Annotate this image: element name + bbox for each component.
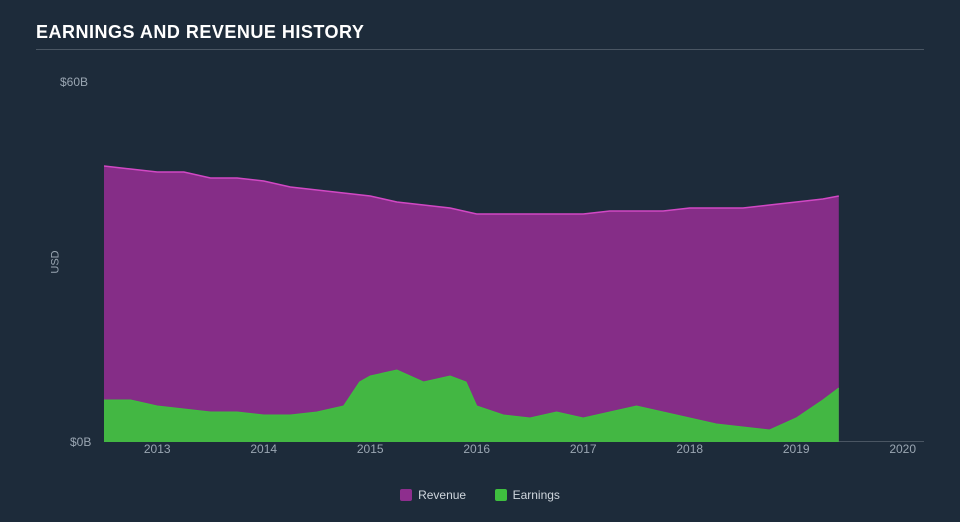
chart-title: EARNINGS AND REVENUE HISTORY bbox=[36, 22, 924, 50]
legend-swatch-revenue bbox=[400, 489, 412, 501]
x-tick: 2017 bbox=[570, 442, 597, 456]
x-tick: 2013 bbox=[144, 442, 171, 456]
plot-area bbox=[104, 82, 924, 442]
x-axis: 2013 2014 2015 2016 2017 2018 2019 2020 bbox=[104, 442, 924, 458]
area-chart-svg bbox=[104, 82, 924, 442]
legend-swatch-earnings bbox=[495, 489, 507, 501]
legend-label-earnings: Earnings bbox=[513, 488, 560, 502]
x-tick: 2014 bbox=[250, 442, 277, 456]
legend: Revenue Earnings bbox=[36, 488, 924, 506]
x-tick: 2015 bbox=[357, 442, 384, 456]
chart-container: $60B $0B USD 201320142015201620172018201… bbox=[36, 60, 924, 480]
y-tick-top: $60B bbox=[60, 75, 88, 89]
x-tick: 2020 bbox=[889, 442, 916, 456]
x-tick: 2018 bbox=[676, 442, 703, 456]
legend-item-earnings: Earnings bbox=[495, 488, 560, 502]
x-tick: 2016 bbox=[463, 442, 490, 456]
legend-label-revenue: Revenue bbox=[418, 488, 466, 502]
x-tick: 2019 bbox=[783, 442, 810, 456]
legend-item-revenue: Revenue bbox=[400, 488, 466, 502]
y-tick-bottom: $0B bbox=[70, 435, 91, 449]
y-axis-label: USD bbox=[50, 250, 62, 273]
